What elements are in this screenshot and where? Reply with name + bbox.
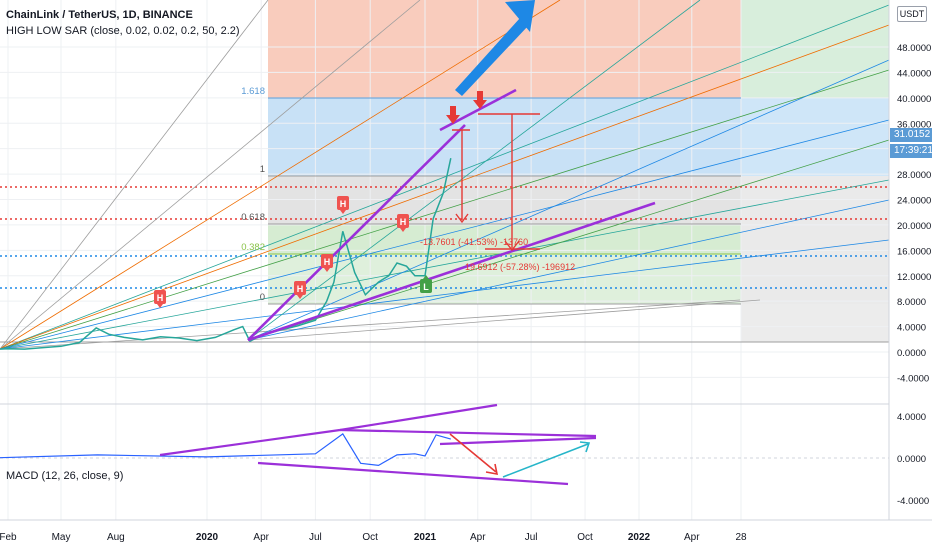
fan-line [247,59,890,341]
fan-line [0,239,890,350]
fib-label: 1.618 [241,86,265,97]
chart-title: ChainLink / TetherUS, 1D, BINANCE [6,9,193,21]
macd-label: MACD (12, 26, close, 9) [6,470,124,482]
x-tick-label: Apr [253,532,269,543]
x-tick-label: 2022 [628,532,651,543]
currency-button[interactable]: USDT [897,6,927,22]
y-tick-label: 48.0000 [897,43,931,54]
macd-pane [0,403,889,486]
measure-labels: -13.7601 (-41.53%) -13760 19.6912 (-57.28… [420,237,575,272]
y-tick-label: -4.0000 [897,373,929,384]
time-axis[interactable]: Feb May Aug 2020 Apr Jul Oct 2021 Apr Jul Oct 2022 A… [0,519,932,543]
blue-arrow [455,0,535,96]
svg-text:H: H [324,257,331,267]
svg-text:H: H [157,293,164,303]
x-tick-label: Apr [470,532,486,543]
fan-line [247,199,890,341]
svg-text:H: H [400,217,407,227]
y-tick-label: 4.0000 [897,323,926,334]
high-marker: H [154,290,166,308]
svg-text:H: H [297,284,304,294]
high-marker: H [321,254,333,272]
x-tick-label: 28 [735,532,747,543]
x-tick-label: Feb [0,532,17,543]
y-tick-label: 12.0000 [897,272,931,283]
y-tick-label: 44.0000 [897,68,931,79]
x-tick-label: Apr [684,532,700,543]
high-marker: H [397,214,409,232]
x-tick-label: Jul [525,532,538,543]
fib-labels: 1.618 1 0.618 0.382 0 [241,86,265,303]
horizontal-levels [0,186,889,289]
low-marker: L [420,275,432,293]
fib-label: 1 [260,164,265,175]
x-tick-label: Aug [107,532,125,543]
fan-line [0,299,741,350]
macd-tick-label: -4.0000 [897,496,929,507]
price-axis[interactable]: 48.000044.000040.000036.000032.000028.00… [888,0,932,520]
indicator-label: HIGH LOW SAR (close, 0.02, 0.02, 0.2, 50… [6,25,240,37]
fan-line [0,119,890,350]
x-tick-label: Jul [309,532,322,543]
macd-series-line [0,433,451,467]
measure-label: 19.6912 (-57.28%) -196912 [465,262,575,272]
macd-tick-labels: 4.0000 0.0000 -4.0000 [897,412,929,507]
fan-line [247,0,701,341]
fan-line [0,69,890,350]
fib-levels [0,97,889,343]
fan-line [0,0,421,350]
fib-label: 0 [260,292,265,303]
measure-drawings [452,113,540,252]
current-price-label: 31.0152 [890,128,932,142]
svg-text:L: L [423,282,429,292]
high-marker: H [337,196,349,214]
red-down-arrows [446,91,487,124]
y-tick-label: 24.0000 [897,196,931,207]
fan-line [0,179,890,350]
x-tick-labels: Feb May Aug 2020 Apr Jul Oct 2021 Apr Jul Oct 2022 A… [0,532,747,543]
macd-tick-label: 0.0000 [897,454,926,465]
x-tick-label: Oct [577,532,593,543]
y-tick-label: 0.0000 [897,348,926,359]
macd-tick-label: 4.0000 [897,412,926,423]
measure-label: -13.7601 (-41.53%) -13760 [420,237,528,247]
fan-line [0,0,269,350]
y-tick-label: 20.0000 [897,221,931,232]
countdown-label: 17:39:21 [890,144,932,158]
fib-label: 0.618 [241,212,265,223]
y-tick-label: 36.0000 [897,119,931,130]
high-marker: H [294,281,306,299]
svg-text:H: H [340,199,347,209]
y-tick-label: 40.0000 [897,94,931,105]
fan-line [0,0,561,350]
fan-line [247,299,761,341]
high-low-markers: H H H H H L [154,196,432,308]
x-tick-label: 2020 [196,532,219,543]
y-tick-label: 8.0000 [897,297,926,308]
x-tick-label: May [52,532,71,543]
fib-label: 0.382 [241,242,265,253]
fan-line [247,139,890,341]
y-tick-label: 16.0000 [897,246,931,257]
fan-line [0,4,890,350]
y-tick-label: 28.0000 [897,170,931,181]
x-tick-label: Oct [362,532,378,543]
gann-fan-lines [0,0,890,350]
x-tick-label: 2021 [414,532,437,543]
